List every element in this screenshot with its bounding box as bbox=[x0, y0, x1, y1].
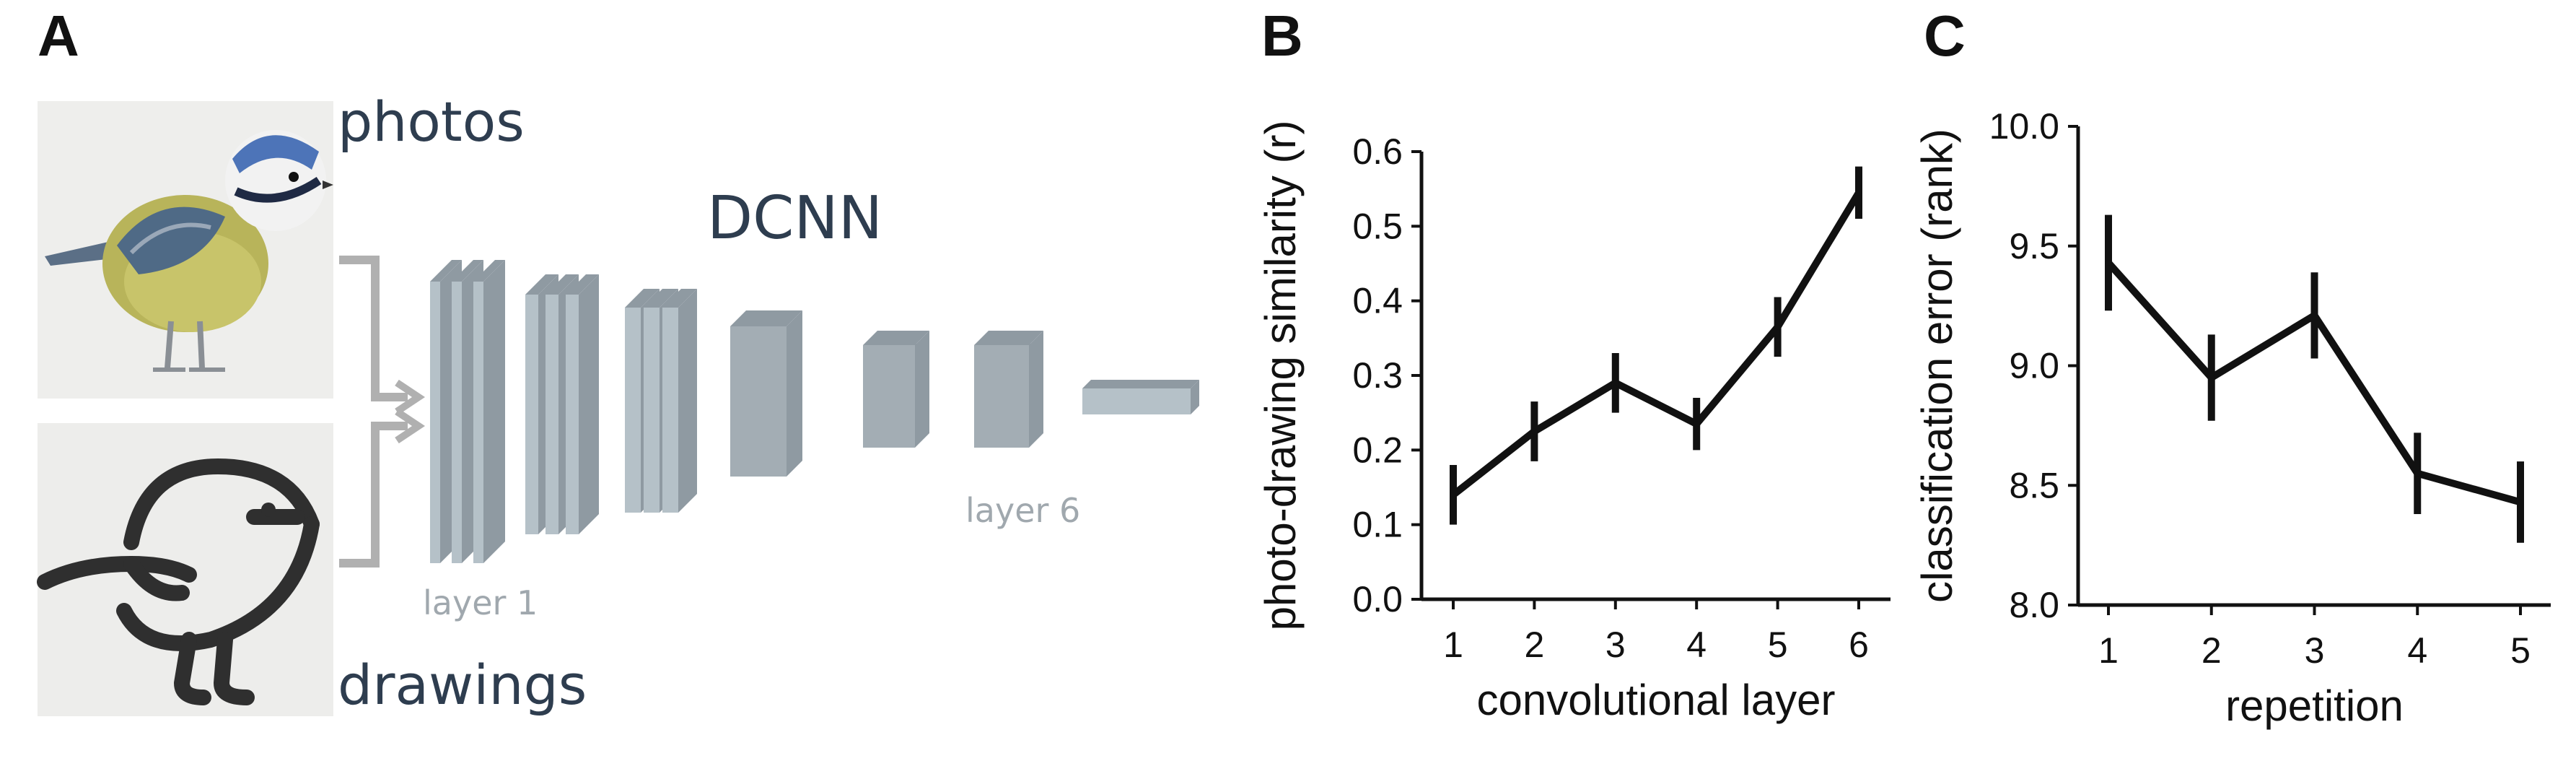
x-tick-label: 3 bbox=[2305, 630, 2325, 671]
y-tick-label: 0.1 bbox=[1352, 505, 1403, 545]
y-tick-label: 0.6 bbox=[1352, 131, 1403, 172]
x-axis-label: repetition bbox=[2225, 682, 2404, 730]
dcnn-layer-block bbox=[889, 331, 929, 448]
y-tick-label: 9.0 bbox=[2009, 346, 2059, 386]
dcnn-layer-block bbox=[765, 310, 802, 477]
dcnn-layer-block bbox=[662, 289, 697, 513]
data-point bbox=[2208, 375, 2214, 381]
data-point bbox=[1694, 421, 1700, 427]
photo-box bbox=[38, 101, 333, 399]
x-tick-label: 1 bbox=[2098, 630, 2119, 671]
x-tick-label: 6 bbox=[1849, 625, 1869, 665]
data-point bbox=[1612, 380, 1618, 386]
panel-letter-b: B bbox=[1261, 4, 1303, 68]
x-tick-label: 3 bbox=[1605, 625, 1626, 665]
y-axis-label: photo-drawing similarity (r) bbox=[1256, 121, 1305, 631]
y-tick-label: 0.3 bbox=[1352, 355, 1403, 396]
data-point bbox=[2518, 499, 2523, 505]
y-tick-label: 8.0 bbox=[2009, 585, 2059, 625]
bird-drawing-image bbox=[37, 458, 320, 705]
chart-c: 8.0 8.5 9.0 9.5 10.0 1 2 3 4 5 repetition classific… bbox=[1913, 106, 2551, 730]
dcnn-diagram bbox=[430, 260, 1199, 563]
dcnn-output-block bbox=[1082, 380, 1199, 414]
panel-letter-a: A bbox=[38, 4, 79, 68]
x-tick-label: 2 bbox=[1524, 625, 1544, 665]
layer-6-label: layer 6 bbox=[965, 491, 1081, 530]
x-tick-label: 4 bbox=[1686, 625, 1707, 665]
x-tick-label: 1 bbox=[1443, 625, 1463, 665]
y-tick-label: 9.5 bbox=[2009, 226, 2059, 266]
y-tick-label: 0.2 bbox=[1352, 430, 1403, 470]
x-tick-label: 5 bbox=[2510, 630, 2531, 671]
data-point bbox=[2106, 259, 2111, 266]
dcnn-layer-block bbox=[1000, 331, 1043, 448]
y-tick-label: 0.4 bbox=[1352, 281, 1403, 321]
y-tick-label: 8.5 bbox=[2009, 465, 2059, 505]
data-point bbox=[1531, 428, 1538, 435]
x-axis-label: convolutional layer bbox=[1477, 676, 1836, 724]
bird-photo-image bbox=[45, 130, 333, 372]
y-tick-label: 0.0 bbox=[1352, 579, 1403, 619]
drawing-box bbox=[37, 423, 333, 716]
y-tick-label: 10.0 bbox=[1989, 106, 2059, 147]
x-tick-label: 2 bbox=[2202, 630, 2222, 671]
data-line bbox=[1450, 191, 1862, 498]
dcnn-layer-block bbox=[473, 260, 505, 563]
data-point bbox=[2414, 470, 2421, 477]
dcnn-layer-block bbox=[566, 274, 599, 534]
photos-label: photos bbox=[338, 90, 525, 154]
chart-b: 0.0 0.1 0.2 0.3 0.4 0.5 0.6 1 2 3 4 5 6 convolutional… bbox=[1256, 121, 1891, 724]
network-label: DCNN bbox=[707, 184, 883, 253]
x-tick-label: 5 bbox=[1768, 625, 1788, 665]
data-point bbox=[1856, 189, 1862, 196]
data-point bbox=[1450, 492, 1456, 498]
y-tick-label: 0.5 bbox=[1352, 206, 1403, 246]
data-point bbox=[1774, 323, 1781, 330]
panel-letter-c: C bbox=[1924, 4, 1966, 68]
data-point bbox=[2311, 312, 2318, 318]
drawings-label: drawings bbox=[338, 653, 587, 717]
y-axis-label: classification error (rank) bbox=[1913, 129, 1961, 603]
layer-1-label: layer 1 bbox=[423, 583, 538, 622]
x-tick-label: 4 bbox=[2407, 630, 2427, 671]
input-arrows bbox=[339, 256, 426, 568]
